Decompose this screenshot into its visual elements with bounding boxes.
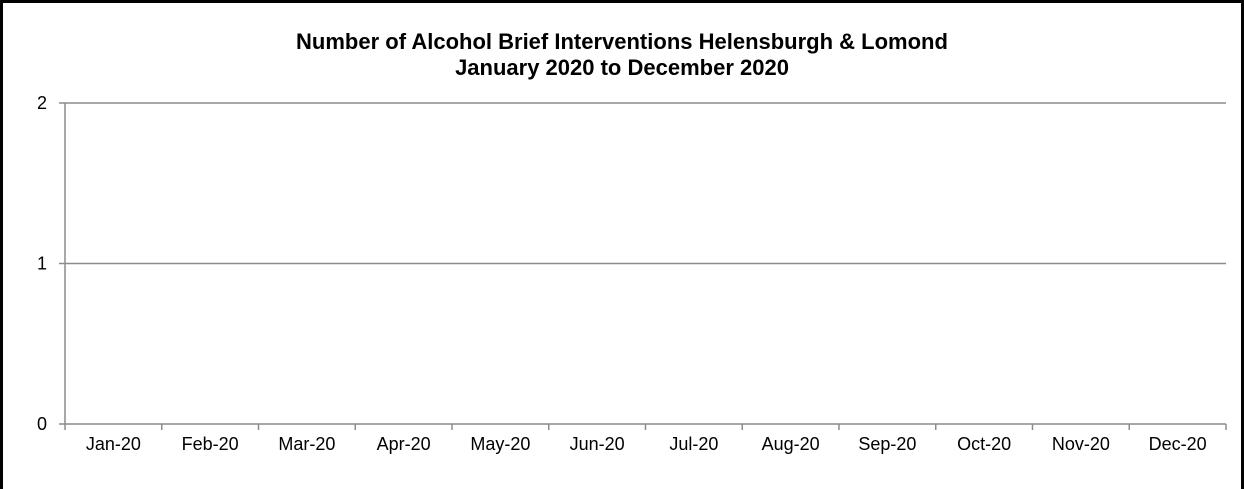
x-tick-label: Dec-20	[1149, 434, 1207, 454]
y-tick-label: 1	[37, 254, 47, 274]
x-tick-label: Aug-20	[762, 434, 820, 454]
chart-title: Number of Alcohol Brief Interventions He…	[0, 29, 1244, 81]
x-tick-label: Jul-20	[669, 434, 718, 454]
y-tick-label: 0	[37, 414, 47, 434]
x-tick-label: Jan-20	[86, 434, 141, 454]
x-tick-label: May-20	[470, 434, 530, 454]
x-tick-label: Jun-20	[570, 434, 625, 454]
x-tick-label: Mar-20	[278, 434, 335, 454]
x-tick-label: Sep-20	[858, 434, 916, 454]
chart-subtitle-line: January 2020 to December 2020	[455, 55, 789, 80]
x-tick-label: Oct-20	[957, 434, 1011, 454]
y-tick-label: 2	[37, 93, 47, 113]
x-tick-label: Nov-20	[1052, 434, 1110, 454]
x-tick-label: Apr-20	[377, 434, 431, 454]
x-tick-label: Feb-20	[182, 434, 239, 454]
chart-title-line: Number of Alcohol Brief Interventions He…	[296, 29, 948, 54]
